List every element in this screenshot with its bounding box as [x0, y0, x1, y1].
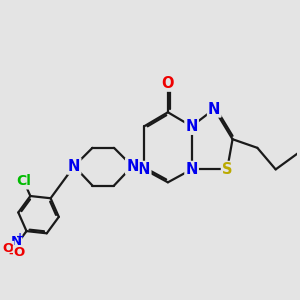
- Text: O: O: [2, 242, 14, 255]
- Text: Cl: Cl: [16, 174, 31, 188]
- Text: N: N: [208, 101, 220, 116]
- Text: +: +: [16, 232, 24, 242]
- Text: N: N: [138, 162, 150, 177]
- Text: N: N: [185, 162, 198, 177]
- Text: O: O: [14, 246, 25, 259]
- Text: N: N: [185, 119, 198, 134]
- Text: N: N: [68, 159, 80, 174]
- Text: N: N: [126, 159, 139, 174]
- Text: S: S: [222, 162, 232, 177]
- Text: N: N: [11, 235, 22, 248]
- Text: O: O: [162, 76, 174, 91]
- Text: -: -: [8, 249, 13, 259]
